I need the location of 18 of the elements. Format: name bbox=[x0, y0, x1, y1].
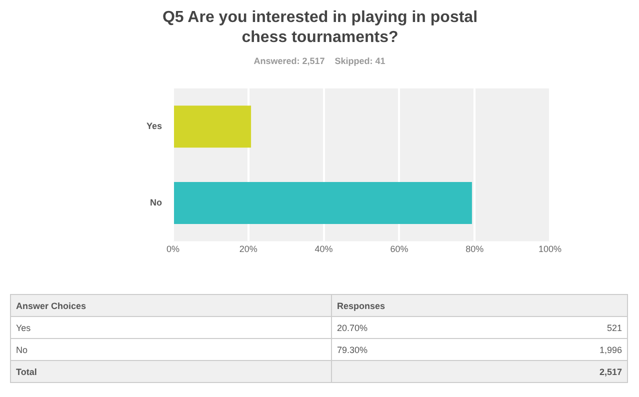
text: 2,517 bbox=[520, 360, 628, 382]
text: 521 bbox=[520, 316, 628, 338]
x-tick-label: 40% bbox=[314, 244, 333, 254]
text: Answer Choices bbox=[10, 294, 332, 316]
x-tick-label: 80% bbox=[466, 244, 484, 254]
text: 79.30% bbox=[332, 338, 521, 360]
x-tick-label: 20% bbox=[239, 244, 258, 254]
chart-subtitle: Answered: 2,517 Skipped: 41 bbox=[252, 56, 386, 66]
chart-title: Q5 Are you interested in playing in postal chess tournaments? bbox=[161, 8, 479, 48]
text: Total bbox=[10, 360, 332, 382]
category-label: No bbox=[16, 344, 28, 354]
x-tick-label: 100% bbox=[538, 244, 562, 254]
x-tick-label: 0% bbox=[166, 244, 180, 254]
text: 20.70% bbox=[332, 316, 521, 338]
text: Responses bbox=[332, 294, 521, 316]
x-tick-label: 60% bbox=[390, 244, 408, 254]
category-label: Yes bbox=[16, 322, 31, 332]
text: 1,996 bbox=[520, 338, 628, 360]
